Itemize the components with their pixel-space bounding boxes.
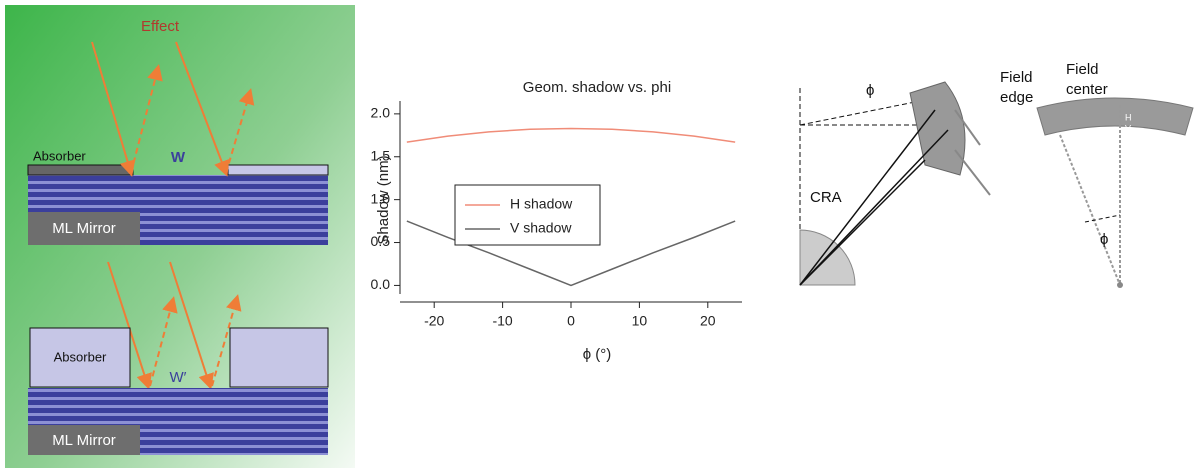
field-center-label: Field center: [1066, 61, 1108, 98]
cra-label: CRA: [810, 189, 842, 206]
mirror-label: ML Mirror: [52, 432, 116, 449]
left-diagram: Effect Absorber W ML Mirror Absorber W′ …: [5, 5, 355, 468]
chart-title: Geom. shadow vs. phi: [523, 79, 671, 96]
absorber: [229, 327, 329, 388]
label-line: edge: [1000, 89, 1033, 106]
x-tick-label: 0: [567, 313, 575, 329]
x-tick-label: -20: [424, 313, 444, 329]
y-axis-label: Shadow (nm): [375, 155, 392, 244]
right-diagram: [799, 81, 1194, 288]
legend-label: H shadow: [510, 196, 573, 212]
gap-label: W: [171, 149, 186, 166]
legend-label: V shadow: [510, 220, 572, 236]
label-line: center: [1066, 81, 1108, 98]
chart: Geom. shadow vs. phi Shadow (nm) ϕ (°) 0…: [371, 79, 742, 363]
absorber: [29, 327, 131, 388]
x-axis-label: ϕ (°): [583, 346, 612, 363]
field-edge-text: Field: [1000, 69, 1033, 86]
h-label: H: [1125, 112, 1132, 122]
gap-label: W′: [170, 369, 187, 386]
y-tick-label: 1.0: [371, 190, 391, 206]
absorber: [227, 164, 329, 176]
effect-title: Effect: [141, 18, 180, 35]
v-label: V: [1125, 123, 1131, 133]
legend: [454, 184, 601, 246]
y-tick-label: 0.5: [371, 233, 391, 249]
x-tick-label: -10: [492, 313, 512, 329]
field-center-text: Field: [1066, 61, 1099, 78]
mirror-box: [28, 212, 140, 245]
x-tick-label: 20: [700, 313, 716, 329]
phi-label: ϕ: [866, 82, 874, 99]
field-edge-label: Field edge: [1000, 69, 1033, 106]
mirror-box: [28, 425, 140, 455]
y-tick-label: 2.0: [371, 105, 391, 121]
y-tick-label: 0.0: [371, 276, 391, 292]
mirror-label: ML Mirror: [52, 220, 116, 237]
phi-label: ϕ: [1100, 231, 1108, 248]
y-tick-label: 1.5: [371, 147, 391, 163]
absorber-label: Absorber: [33, 148, 86, 163]
absorber: [27, 164, 134, 176]
line: [406, 127, 736, 143]
absorber-label: Absorber: [54, 349, 107, 364]
x-tick-label: 10: [632, 313, 648, 329]
